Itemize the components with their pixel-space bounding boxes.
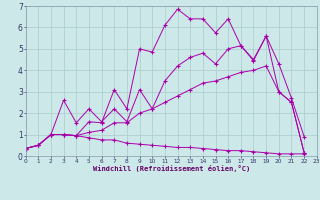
X-axis label: Windchill (Refroidissement éolien,°C): Windchill (Refroidissement éolien,°C) [92,165,250,172]
